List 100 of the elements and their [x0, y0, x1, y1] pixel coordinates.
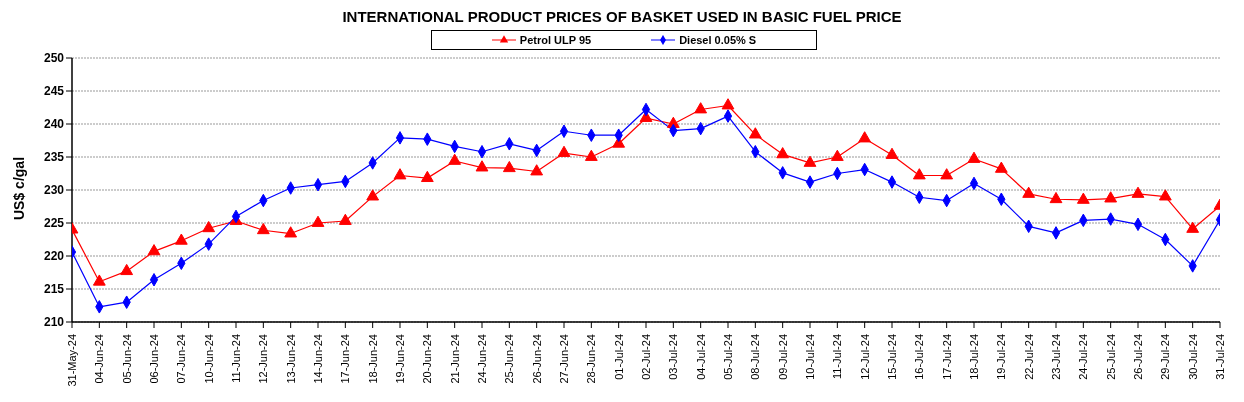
point	[1186, 221, 1200, 233]
x-tick-label: 31-Jul-24	[1214, 334, 1226, 380]
x-tick-label: 17-Jun-24	[339, 334, 352, 384]
point	[967, 151, 981, 163]
x-tick-label: 24-Jun-24	[476, 334, 488, 384]
point	[338, 213, 352, 225]
x-tick-label: 10-Jul-24	[804, 334, 816, 380]
x-tick-label: 02-Jul-24	[640, 334, 652, 380]
y-tick-label: 240	[43, 117, 65, 132]
point	[448, 153, 462, 165]
x-tick-label: 04-Jul-24	[694, 334, 707, 380]
x-tick-label: 26-Jun-24	[530, 334, 543, 384]
point	[174, 233, 188, 245]
x-tick-label: 17-Jul-24	[940, 334, 953, 380]
x-tick-label: 11-Jul-24	[831, 334, 844, 380]
x-tick-label: 28-Jun-24	[585, 334, 598, 384]
y-tick-label: 230	[43, 183, 65, 198]
point	[149, 273, 159, 287]
legend-label: Petrol ULP 95	[519, 34, 592, 46]
x-tick-label: 10-Jun-24	[202, 334, 215, 384]
point	[147, 244, 161, 256]
x-tick-label: 08-Jul-24	[749, 334, 762, 380]
x-tick-label: 18-Jul-24	[968, 334, 980, 380]
point	[395, 131, 405, 145]
x-tick-label: 26-Jul-24	[1132, 334, 1144, 380]
x-tick-label: 23-Jul-24	[1050, 334, 1062, 380]
x-tick-label: 31-May-24	[66, 334, 78, 387]
point	[1022, 186, 1036, 198]
y-tick-label: 210	[43, 315, 65, 330]
point	[311, 215, 325, 227]
y-tick-label: 225	[43, 216, 65, 231]
point	[366, 189, 380, 201]
x-tick-label: 07-Jun-24	[175, 334, 188, 384]
point	[994, 161, 1008, 173]
x-tick-label: 25-Jun-24	[503, 334, 516, 384]
point	[805, 175, 815, 189]
point	[721, 98, 735, 110]
y-axis-title: US$ c/gal	[10, 156, 27, 220]
x-tick-label: 11-Jun-24	[230, 334, 242, 383]
point	[559, 124, 569, 138]
chart-title: INTERNATIONAL PRODUCT PRICES OF BASKET USED IN BASIC FUEL PRICE	[341, 8, 903, 26]
point	[120, 263, 134, 276]
x-tick-label: 09-Jul-24	[776, 334, 789, 380]
x-tick-label: 25-Jul-24	[1104, 334, 1117, 380]
point	[584, 149, 598, 161]
point	[502, 160, 516, 173]
point	[1076, 192, 1090, 204]
y-tick-label: 250	[43, 51, 65, 66]
point	[723, 109, 733, 123]
y-tick-label: 245	[43, 84, 65, 99]
point	[858, 131, 872, 143]
x-tick-label: 20-Jun-24	[421, 334, 434, 384]
x-tick-label: 12-Jul-24	[858, 334, 871, 380]
point	[1051, 226, 1061, 240]
x-tick-label: 30-Jul-24	[1186, 334, 1199, 380]
x-tick-label: 05-Jun-24	[120, 334, 133, 384]
point	[92, 274, 106, 286]
point	[940, 168, 954, 180]
point	[830, 149, 844, 161]
point	[256, 222, 270, 235]
x-tick-label: 18-Jun-24	[366, 334, 379, 384]
point	[420, 170, 434, 183]
x-tick-label: 12-Jun-24	[257, 334, 270, 384]
x-tick-label: 29-Jul-24	[1159, 334, 1172, 380]
point	[803, 155, 817, 167]
point	[1104, 191, 1118, 203]
y-tick-label: 220	[43, 249, 65, 264]
x-tick-label: 24-Jul-24	[1077, 334, 1090, 380]
x-tick-label: 19-Jun-24	[394, 334, 406, 384]
point	[475, 160, 489, 172]
point	[1131, 186, 1145, 198]
point	[530, 164, 544, 176]
point	[694, 102, 708, 114]
y-tick-label: 215	[43, 282, 65, 297]
x-tick-label: 05-Jul-24	[722, 334, 734, 380]
point	[284, 226, 298, 238]
x-tick-label: 15-Jul-24	[886, 334, 898, 380]
x-tick-label: 06-Jun-24	[148, 334, 160, 384]
legend-label: Diesel 0.05% S	[679, 34, 757, 46]
point	[202, 220, 216, 233]
point	[748, 127, 762, 139]
x-tick-label: 04-Jun-24	[93, 334, 106, 384]
point	[887, 175, 897, 189]
point	[1158, 189, 1172, 201]
point	[1049, 191, 1063, 204]
point	[776, 147, 790, 159]
x-tick-label: 22-Jul-24	[1022, 334, 1035, 380]
x-tick-label: 13-Jun-24	[284, 334, 297, 384]
point	[557, 145, 571, 157]
y-tick-label: 235	[43, 150, 65, 165]
x-tick-label: 27-Jun-24	[558, 334, 570, 384]
x-tick-label: 19-Jul-24	[995, 334, 1008, 380]
x-tick-label: 14-Jun-24	[312, 334, 324, 384]
x-tick-label: 01-Jul-24	[612, 334, 625, 380]
x-tick-label: 16-Jul-24	[913, 334, 926, 380]
point	[885, 147, 899, 159]
x-tick-label: 21-Jun-24	[448, 334, 461, 384]
x-tick-label: 03-Jul-24	[667, 334, 680, 380]
point	[393, 168, 407, 180]
point	[912, 168, 926, 180]
